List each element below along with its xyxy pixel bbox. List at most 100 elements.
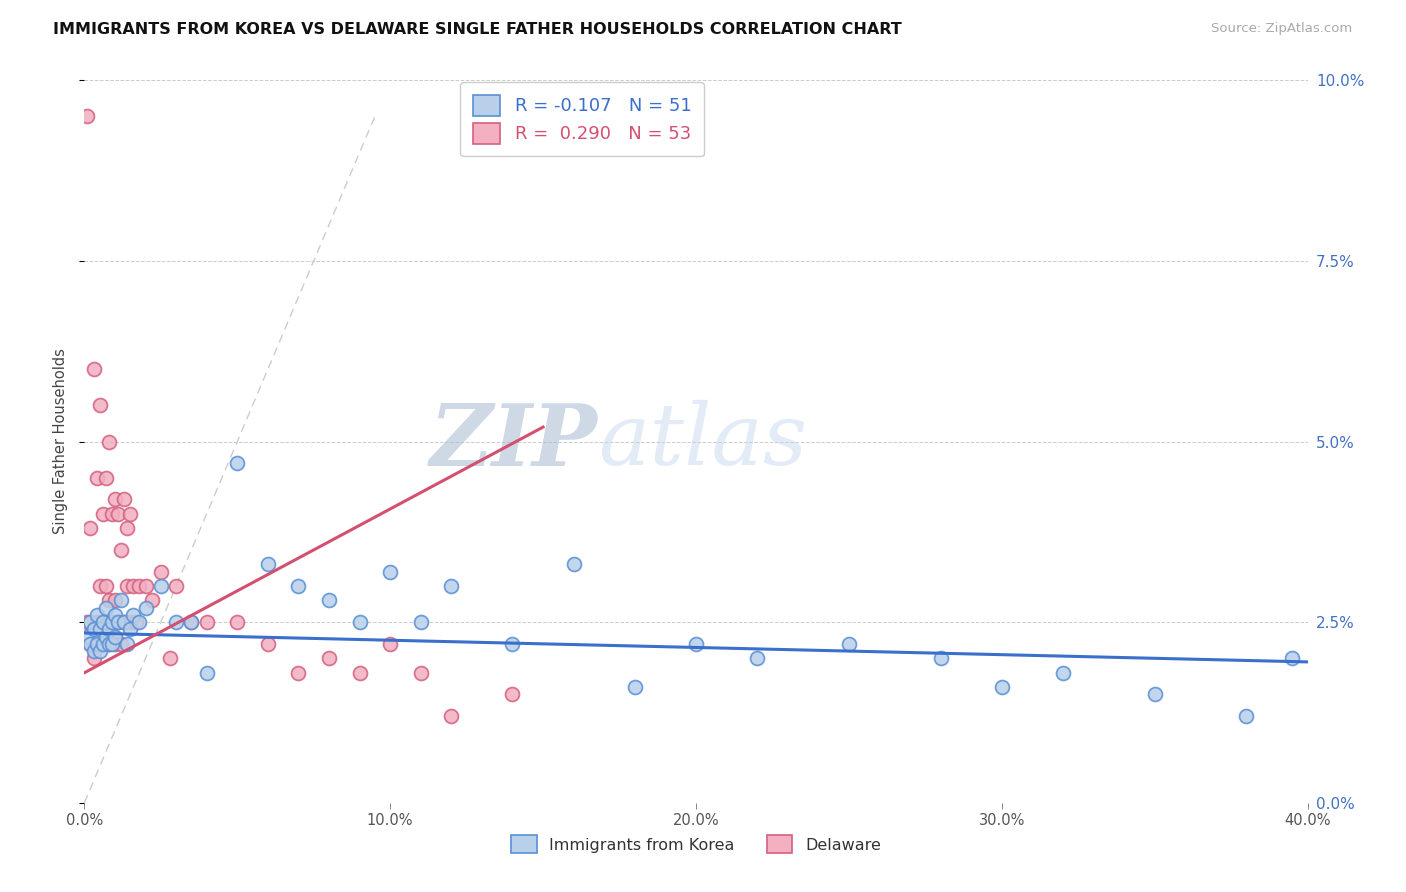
Point	[1236, 709, 1258, 723]
Point	[104, 492, 127, 507]
Point	[94, 615, 117, 630]
Point	[86, 615, 108, 630]
Point	[115, 521, 138, 535]
Point	[287, 579, 309, 593]
Point	[165, 615, 187, 630]
Legend: Immigrants from Korea, Delaware: Immigrants from Korea, Delaware	[505, 829, 887, 860]
Point	[502, 687, 524, 701]
Point	[180, 615, 202, 630]
Point	[110, 637, 132, 651]
Point	[838, 637, 860, 651]
Point	[991, 680, 1014, 694]
Point	[94, 471, 117, 485]
Point	[349, 665, 371, 680]
Point	[101, 637, 124, 651]
Point	[1143, 687, 1166, 701]
Point	[76, 630, 98, 644]
Point	[89, 637, 111, 651]
Point	[79, 615, 101, 630]
Point	[125, 615, 148, 630]
Point	[120, 507, 142, 521]
Point	[624, 680, 647, 694]
Point	[257, 558, 280, 572]
Point	[287, 665, 309, 680]
Point	[195, 665, 218, 680]
Point	[97, 434, 120, 449]
Point	[120, 615, 142, 630]
Point	[120, 623, 142, 637]
Point	[91, 615, 114, 630]
Point	[104, 607, 127, 622]
Point	[86, 607, 108, 622]
Point	[226, 456, 249, 470]
Point	[128, 615, 150, 630]
Point	[1052, 665, 1074, 680]
Point	[104, 637, 127, 651]
Point	[94, 600, 117, 615]
Point	[107, 507, 129, 521]
Point	[112, 615, 135, 630]
Point	[149, 565, 172, 579]
Point	[101, 507, 124, 521]
Point	[349, 615, 371, 630]
Point	[112, 615, 135, 630]
Point	[165, 579, 187, 593]
Point	[110, 542, 132, 557]
Point	[76, 615, 98, 630]
Point	[104, 630, 127, 644]
Point	[97, 637, 120, 651]
Point	[128, 579, 150, 593]
Point	[91, 615, 114, 630]
Point	[380, 637, 402, 651]
Point	[107, 615, 129, 630]
Point	[141, 593, 163, 607]
Point	[89, 623, 111, 637]
Text: atlas: atlas	[598, 401, 807, 483]
Point	[76, 109, 98, 123]
Point	[122, 579, 145, 593]
Point	[86, 637, 108, 651]
Point	[112, 492, 135, 507]
Point	[685, 637, 707, 651]
Point	[97, 637, 120, 651]
Point	[101, 615, 124, 630]
Point	[380, 565, 402, 579]
Point	[89, 579, 111, 593]
Point	[180, 615, 202, 630]
Point	[440, 579, 463, 593]
Point	[409, 665, 432, 680]
Point	[79, 637, 101, 651]
Point	[135, 579, 157, 593]
Point	[89, 398, 111, 412]
Point	[226, 615, 249, 630]
Point	[94, 579, 117, 593]
Point	[83, 623, 105, 637]
Point	[107, 615, 129, 630]
Point	[318, 651, 340, 665]
Point	[110, 593, 132, 607]
Point	[79, 637, 101, 651]
Y-axis label: Single Father Households: Single Father Households	[52, 349, 67, 534]
Point	[440, 709, 463, 723]
Text: ZIP: ZIP	[430, 400, 598, 483]
Point	[257, 637, 280, 651]
Text: IMMIGRANTS FROM KOREA VS DELAWARE SINGLE FATHER HOUSEHOLDS CORRELATION CHART: IMMIGRANTS FROM KOREA VS DELAWARE SINGLE…	[53, 22, 903, 37]
Point	[195, 615, 218, 630]
Text: Source: ZipAtlas.com: Source: ZipAtlas.com	[1212, 22, 1353, 36]
Point	[83, 651, 105, 665]
Point	[101, 615, 124, 630]
Point	[562, 558, 585, 572]
Point	[97, 593, 120, 607]
Point	[929, 651, 952, 665]
Point	[89, 644, 111, 658]
Point	[91, 637, 114, 651]
Point	[318, 593, 340, 607]
Point	[115, 637, 138, 651]
Point	[122, 607, 145, 622]
Point	[135, 600, 157, 615]
Point	[747, 651, 769, 665]
Point	[502, 637, 524, 651]
Point	[409, 615, 432, 630]
Point	[79, 521, 101, 535]
Point	[159, 651, 181, 665]
